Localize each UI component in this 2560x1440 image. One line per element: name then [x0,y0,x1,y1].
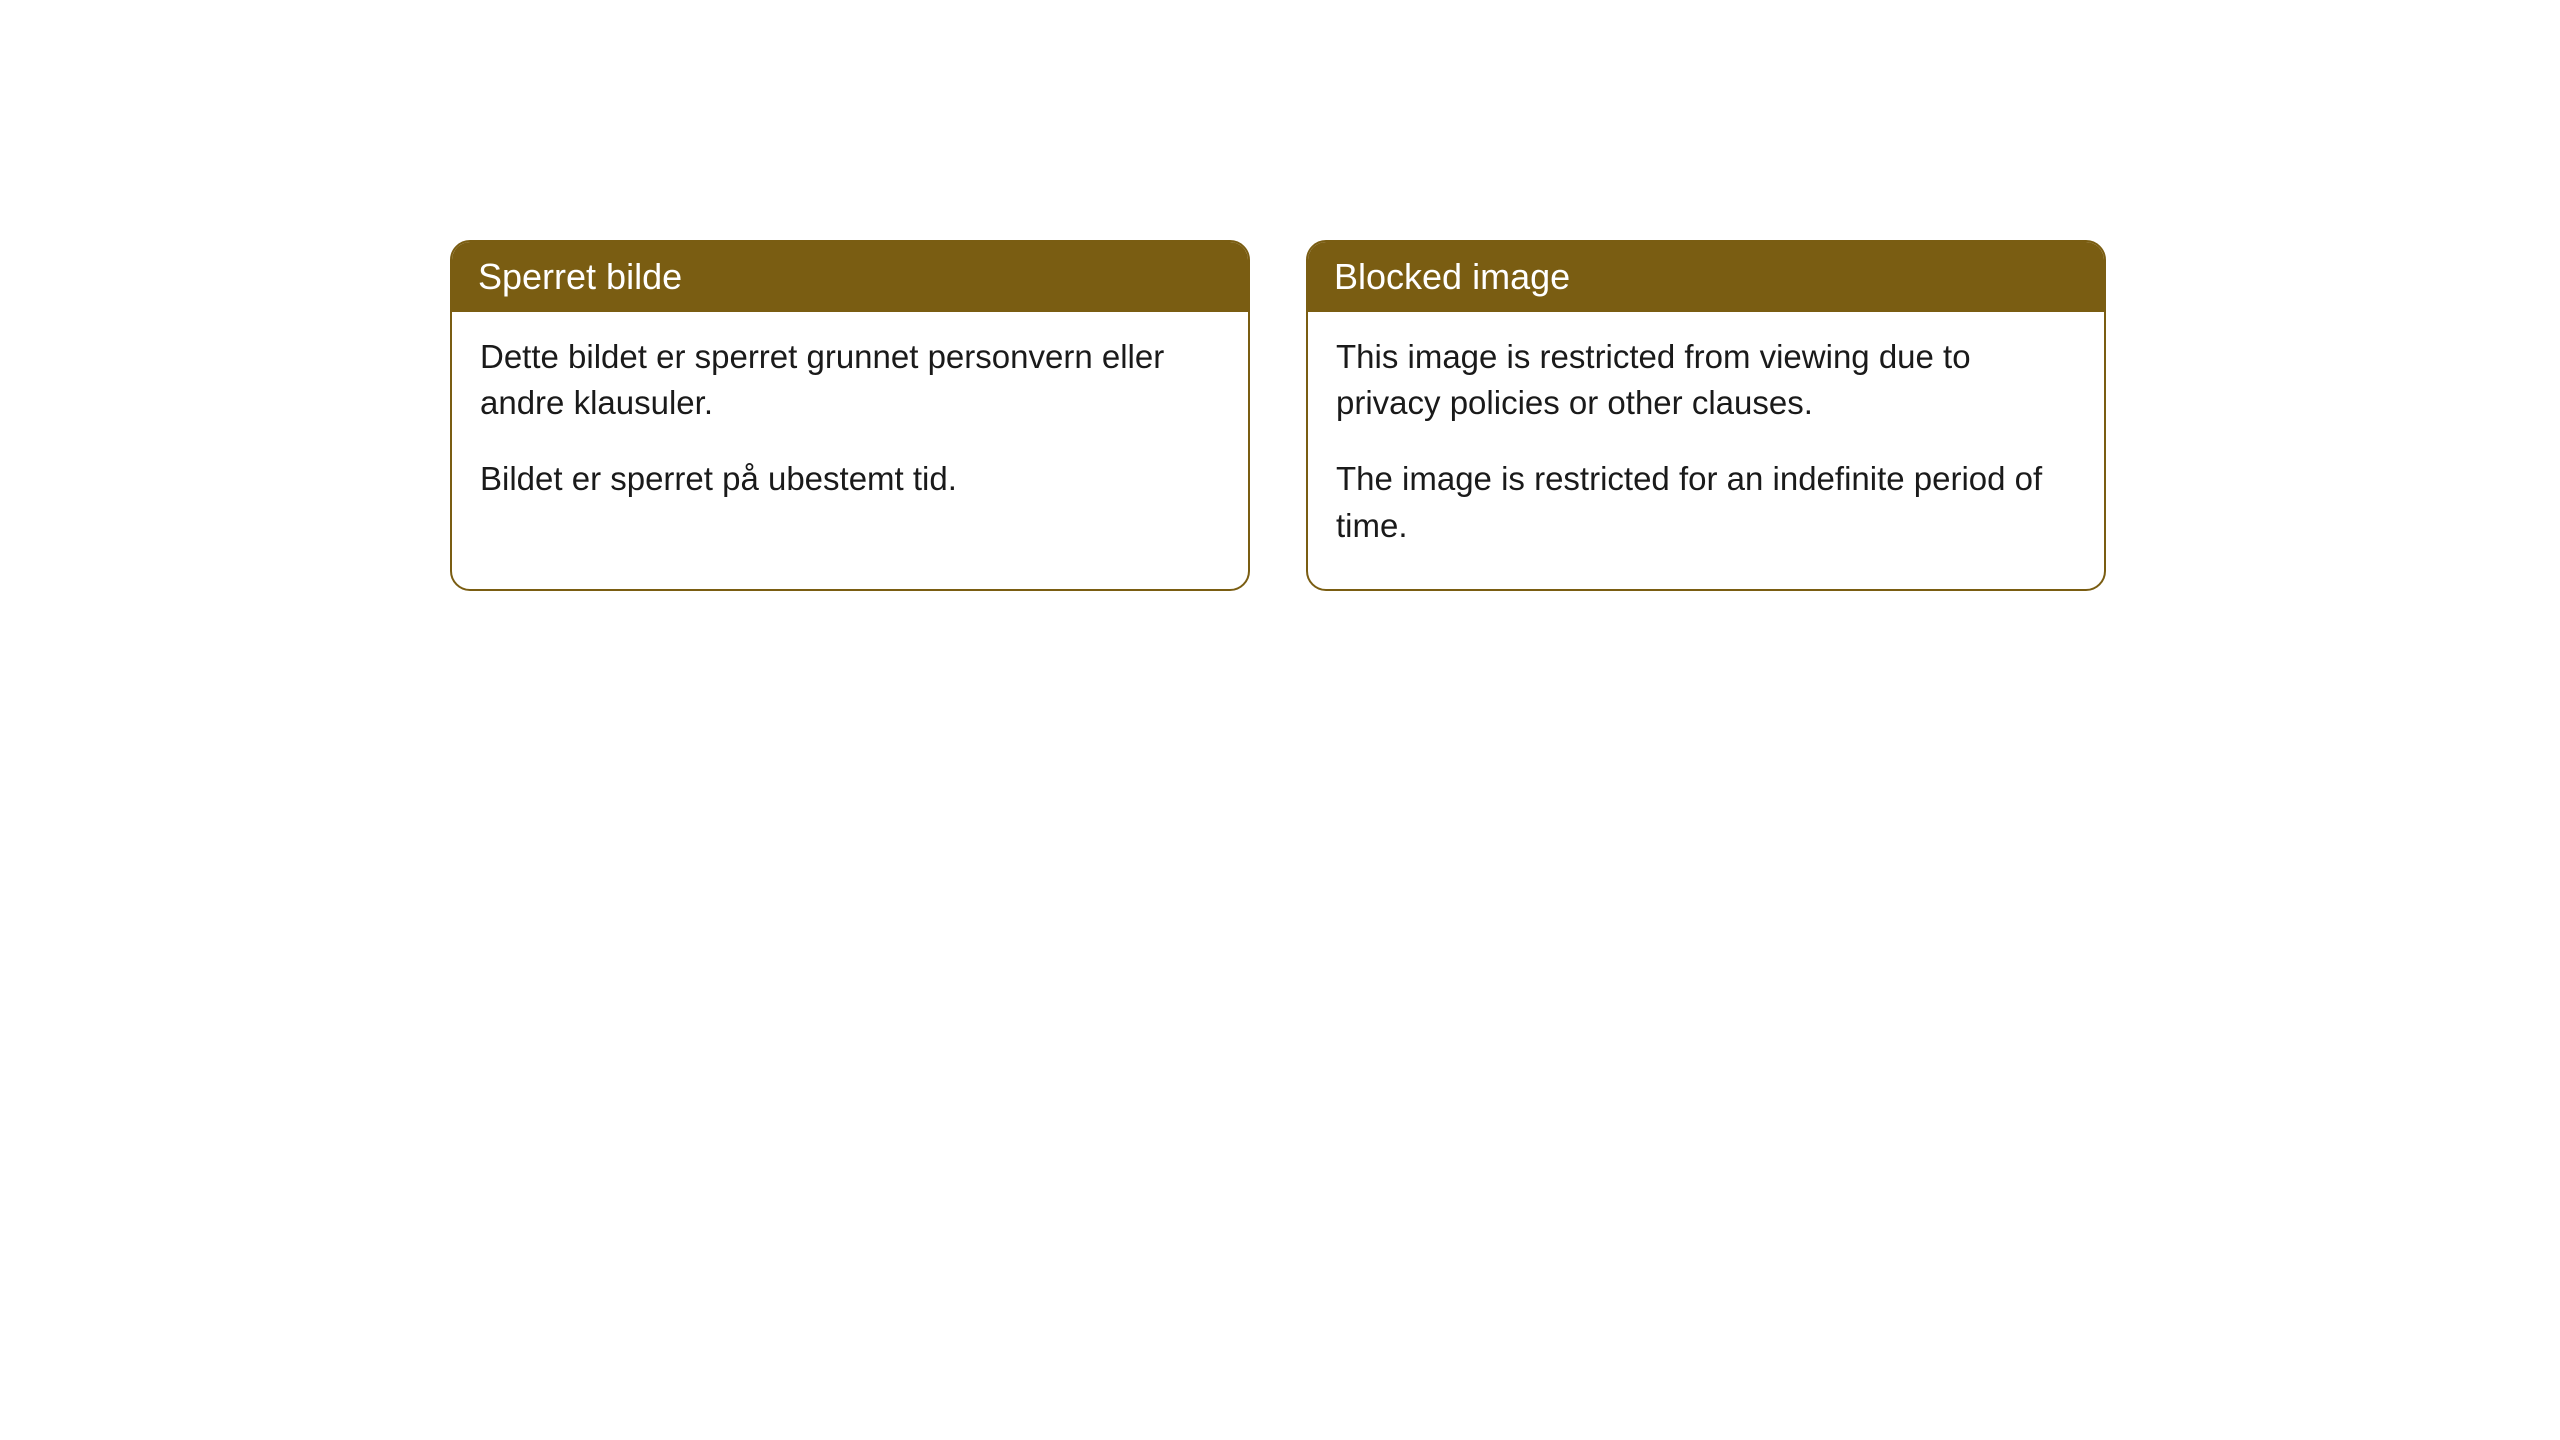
card-title: Sperret bilde [478,256,682,297]
card-paragraph: Bildet er sperret på ubestemt tid. [480,456,1220,502]
card-body: This image is restricted from viewing du… [1308,312,2104,589]
card-norwegian: Sperret bilde Dette bildet er sperret gr… [450,240,1250,591]
card-header: Sperret bilde [452,242,1248,312]
card-body: Dette bildet er sperret grunnet personve… [452,312,1248,543]
card-header: Blocked image [1308,242,2104,312]
card-title: Blocked image [1334,256,1570,297]
card-paragraph: The image is restricted for an indefinit… [1336,456,2076,548]
cards-container: Sperret bilde Dette bildet er sperret gr… [450,240,2110,591]
card-paragraph: This image is restricted from viewing du… [1336,334,2076,426]
card-english: Blocked image This image is restricted f… [1306,240,2106,591]
card-paragraph: Dette bildet er sperret grunnet personve… [480,334,1220,426]
